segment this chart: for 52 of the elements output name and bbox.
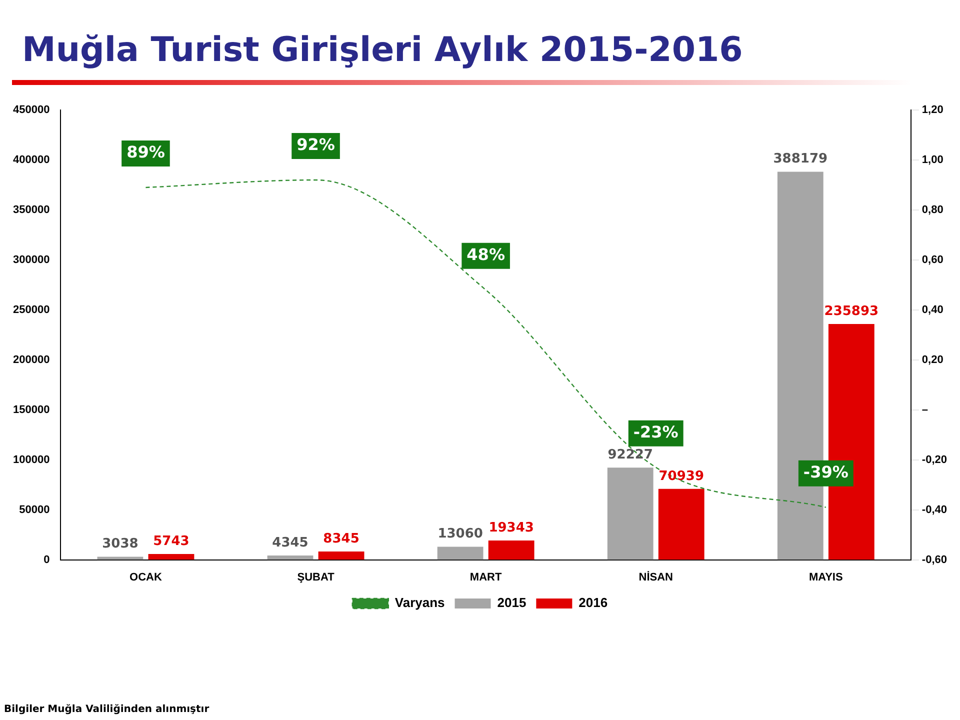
data-label: -23%	[633, 422, 678, 442]
bar	[267, 555, 314, 560]
bar	[607, 468, 654, 560]
data-label: 92227	[608, 447, 653, 462]
bar	[437, 546, 484, 560]
bar	[658, 488, 704, 560]
data-label: 92%	[296, 135, 335, 154]
y2-tick-label: 1,00	[922, 154, 944, 166]
data-label: 4345	[272, 535, 308, 550]
y-tick-label: 350000	[12, 204, 50, 216]
y-tick-label: 0	[44, 554, 50, 566]
legend-label: 2016	[578, 595, 608, 610]
x-tick-label: ŞUBAT	[297, 571, 335, 584]
data-label: 48%	[466, 245, 505, 264]
legend-label: 2015	[497, 595, 526, 610]
y2-tick-label: 0,60	[922, 254, 944, 266]
x-tick-label: NİSAN	[638, 570, 674, 584]
x-tick-label: MART	[470, 571, 502, 584]
y-tick-label: 100000	[12, 454, 50, 466]
data-label: 3038	[102, 536, 138, 552]
y2-tick-label: 1,20	[922, 104, 944, 116]
data-label: 89%	[126, 142, 165, 162]
data-label: -39%	[803, 462, 848, 482]
y2-tick-label: 0,80	[922, 204, 944, 216]
data-label: 70939	[658, 468, 704, 484]
y-tick-label: 400000	[12, 154, 50, 166]
y2-tick-label: -0,20	[922, 454, 948, 466]
y2-tick-label: -0,60	[922, 554, 948, 566]
data-label: 388179	[773, 152, 828, 167]
chart-title: Muğla Turist Girişleri Aylık 2015-2016	[22, 30, 743, 70]
y-tick-label: 150000	[12, 404, 50, 416]
y-tick-label: 250000	[12, 304, 50, 316]
y2-tick-label: -0,40	[922, 504, 948, 516]
bar	[318, 551, 364, 560]
legend-label: Varyans	[394, 595, 445, 610]
y2-tick-label: 0,20	[922, 354, 944, 366]
y-tick-label: 200000	[12, 354, 50, 366]
text: Bilgiler Muğla Valiliğinden alınmıştır	[4, 704, 210, 715]
y2-tick-label: –	[922, 404, 928, 416]
data-label: 5743	[153, 534, 190, 549]
y-tick-label: 300000	[12, 254, 50, 266]
data-label: 19343	[488, 520, 534, 536]
y-tick-label: 50000	[19, 504, 50, 516]
bar	[148, 554, 194, 560]
y2-tick-label: 0,40	[922, 304, 944, 316]
data-label: 235893	[824, 304, 879, 319]
x-tick-label: OCAK	[130, 571, 162, 584]
data-label: 8345	[323, 531, 360, 546]
x-tick-label: MAYIS	[808, 571, 843, 584]
bar	[488, 540, 534, 560]
data-label: 13060	[438, 526, 483, 542]
y-tick-label: 450000	[12, 104, 50, 116]
